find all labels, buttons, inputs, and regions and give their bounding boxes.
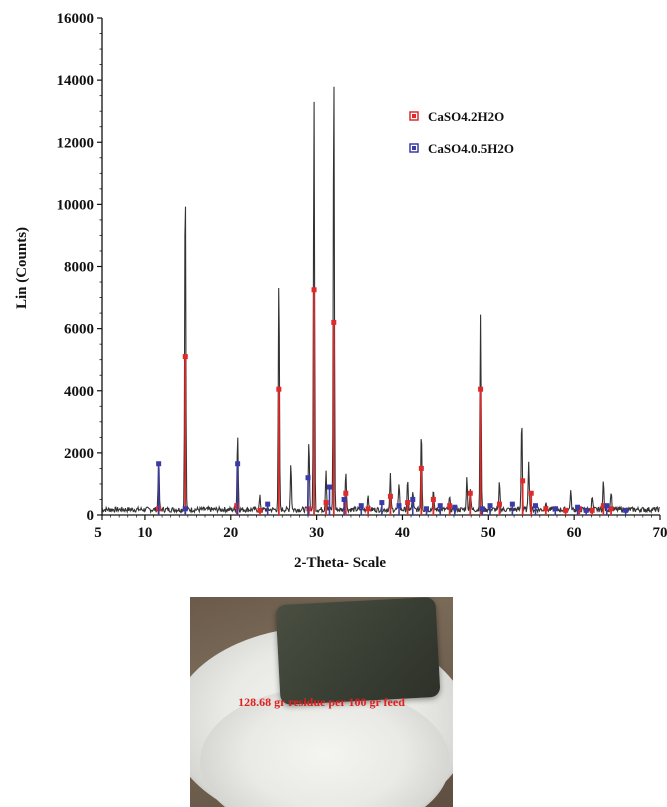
hemihydrate-marker (305, 475, 311, 481)
hemihydrate-marker (623, 507, 629, 513)
dihydrate-marker (418, 465, 424, 471)
x-tick-label: 50 (481, 525, 496, 541)
legend-label-dihydrate: CaSO4.2H2O (428, 109, 504, 124)
data-layer (101, 86, 660, 515)
y-tick-label: 4000 (64, 384, 94, 400)
hemihydrate-marker (575, 504, 581, 510)
dihydrate-marker (528, 490, 534, 496)
y-tick-label: 10000 (57, 197, 95, 213)
hemihydrate-marker (358, 503, 364, 509)
dihydrate-marker (563, 507, 569, 513)
dihydrate-marker (467, 490, 473, 496)
x-tick-label: 60 (567, 525, 582, 541)
dihydrate-marker (543, 506, 549, 512)
photo-caption: 128.68 gr residue per 100 gr feed (238, 695, 405, 709)
hemihydrate-marker (437, 503, 443, 509)
dihydrate-marker (496, 501, 502, 507)
xrd-chart: 0 2000 4000 6000 8000 10000 12000 14000 16000 5 10… (14, 11, 667, 571)
hemihydrate-marker (235, 461, 241, 467)
hemihydrate-marker (265, 501, 271, 507)
residue-photo: 128.68 gr residue per 100 gr feed (190, 597, 453, 807)
x-tick-label: 20 (223, 525, 238, 541)
dihydrate-marker (276, 386, 282, 392)
dihydrate-marker (306, 506, 312, 512)
y-tick-label: 14000 (57, 73, 95, 89)
dihydrate-marker (600, 503, 606, 509)
hemihydrate-marker (487, 503, 493, 509)
dihydrate-marker (405, 500, 411, 506)
dihydrate-marker (387, 493, 393, 499)
dihydrate-marker (323, 500, 329, 506)
y-tick-label: 8000 (64, 260, 94, 276)
hemihydrate-marker (396, 503, 402, 509)
dihydrate-marker (343, 490, 349, 496)
legend-swatch-hemihydrate-fill (412, 146, 416, 150)
hemihydrate-marker (452, 504, 458, 510)
y-tick-label: 12000 (57, 135, 95, 151)
y-tick-label: 16000 (57, 11, 95, 27)
y-tick-label: 0 (87, 508, 95, 524)
hemihydrate-marker (552, 506, 558, 512)
hemihydrate-marker (533, 503, 539, 509)
y-tick-label: 6000 (64, 322, 94, 338)
hemihydrate-marker (583, 507, 589, 513)
x-axis-title: 2-Theta- Scale (294, 555, 386, 571)
hemihydrate-marker (156, 461, 162, 467)
y-axis-title: Lin (Counts) (14, 227, 30, 309)
dihydrate-marker (257, 507, 263, 513)
dihydrate-marker (520, 478, 526, 484)
x-tick-label: 10 (137, 525, 152, 541)
hemihydrate-marker (182, 506, 188, 512)
y-tick-label: 2000 (64, 446, 94, 462)
dihydrate-marker (447, 503, 453, 509)
dihydrate-marker (478, 386, 484, 392)
legend: CaSO4.2H2O CaSO4.0.5H2O (409, 109, 514, 156)
x-tick-label: 40 (395, 525, 410, 541)
dihydrate-marker (234, 503, 240, 509)
hemihydrate-marker (379, 500, 385, 506)
hemihydrate-marker (604, 503, 610, 509)
legend-label-hemihydrate: CaSO4.0.5H2O (428, 141, 514, 156)
dihydrate-marker (608, 506, 614, 512)
scraper-blade (275, 597, 441, 706)
x-tick-label: 70 (653, 525, 667, 541)
legend-swatch-dihydrate-fill (412, 114, 416, 118)
dihydrate-marker (365, 506, 371, 512)
hemihydrate-marker (410, 496, 416, 502)
hemihydrate-marker (326, 484, 332, 490)
x-tick-label: 30 (309, 525, 324, 541)
powder-pile-front (200, 687, 450, 807)
hemihydrate-marker (423, 506, 429, 512)
dihydrate-marker (182, 354, 188, 360)
hemihydrate-marker (341, 496, 347, 502)
hemihydrate-marker (479, 506, 485, 512)
tick-label-layer: 0 2000 4000 6000 8000 10000 12000 14000 16000 5 10… (57, 11, 667, 541)
hemihydrate-marker (509, 501, 515, 507)
x-tick-label: 5 (94, 525, 102, 541)
dihydrate-marker (331, 319, 337, 325)
dihydrate-marker (430, 496, 436, 502)
axes-group (97, 17, 661, 520)
dihydrate-marker (311, 287, 317, 293)
dihydrate-marker (589, 507, 595, 513)
